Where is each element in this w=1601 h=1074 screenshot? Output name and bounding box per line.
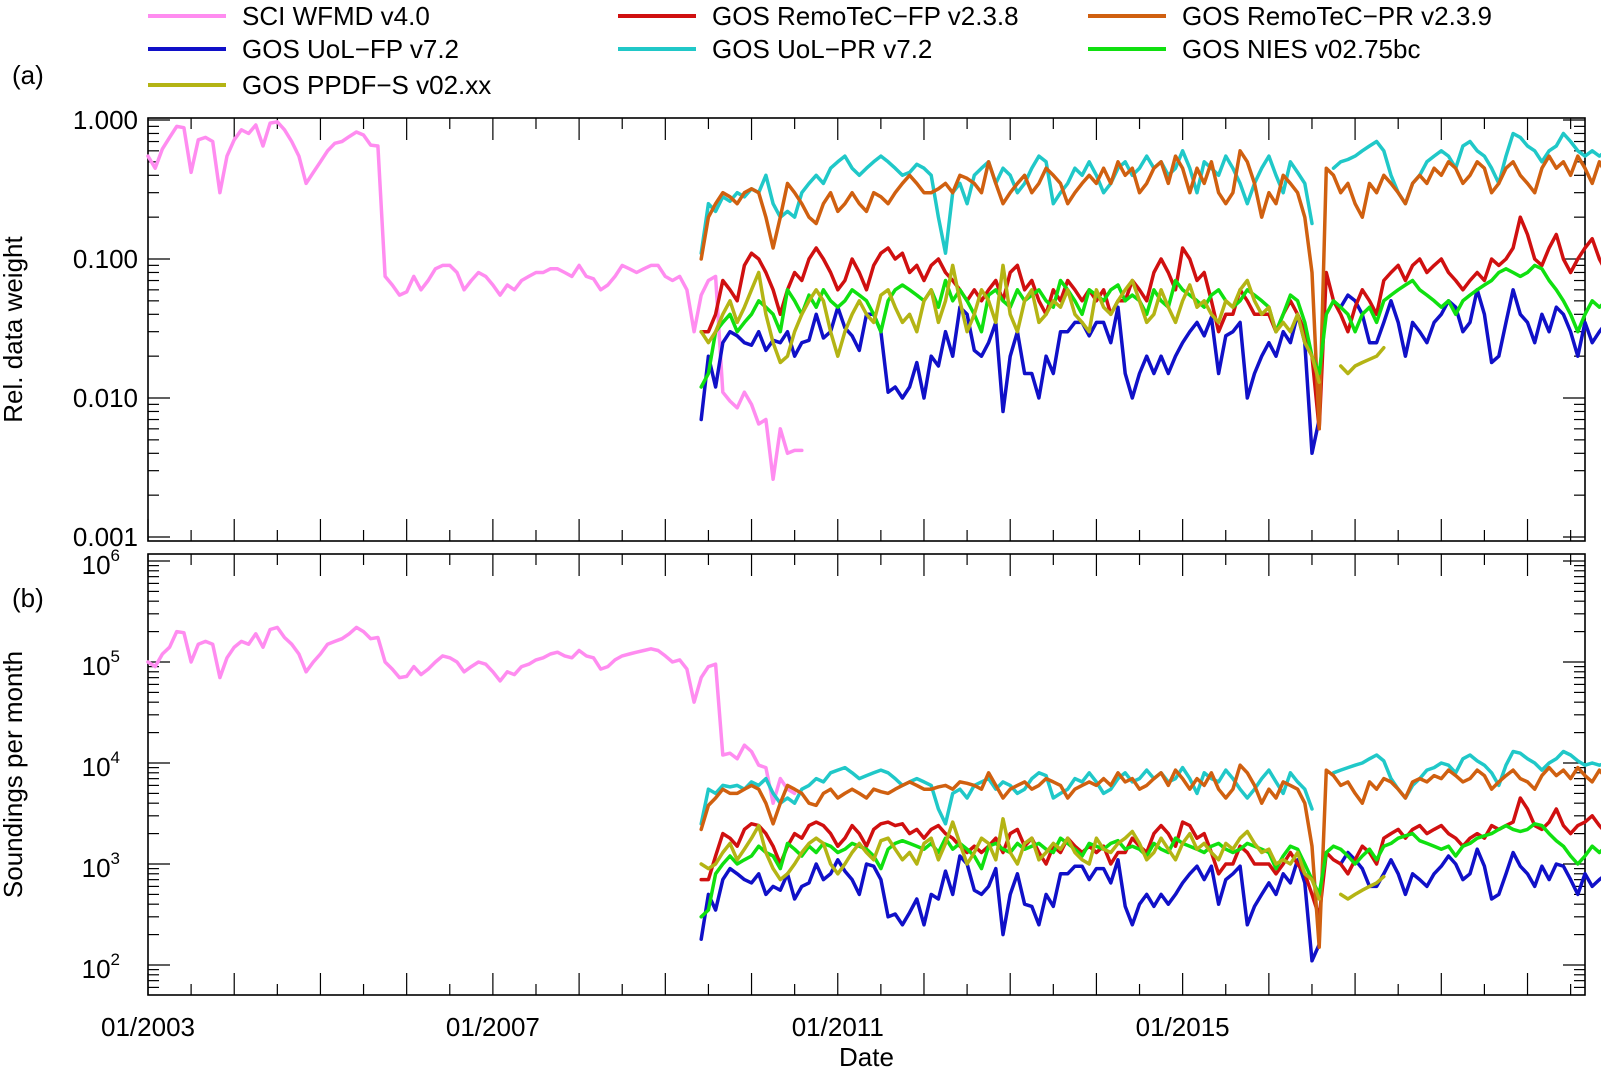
series-line bbox=[699, 847, 1601, 963]
y-tick-label-exponent: 3 bbox=[111, 849, 120, 868]
series-line bbox=[699, 131, 1601, 255]
y-tick-label: 104 bbox=[82, 748, 120, 782]
y-tick-label: 106 bbox=[82, 546, 120, 580]
series-group bbox=[146, 120, 1601, 482]
legend-item: GOS RemoTeC−FP v2.3.8 bbox=[618, 1, 1019, 31]
y-tick-label: 103 bbox=[82, 849, 120, 883]
y-tick-label: 105 bbox=[82, 647, 120, 681]
series-line bbox=[699, 288, 1601, 456]
legend-label: GOS RemoTeC−FP v2.3.8 bbox=[712, 1, 1019, 31]
legend-item: SCI WFMD v4.0 bbox=[148, 1, 430, 31]
legend-label: SCI WFMD v4.0 bbox=[242, 1, 430, 31]
legend-item: GOS PPDF−S v02.xx bbox=[148, 70, 491, 100]
y-tick-label: 102 bbox=[82, 950, 120, 984]
y-tick-label-exponent: 6 bbox=[111, 546, 120, 565]
series-line bbox=[146, 625, 797, 805]
legend: SCI WFMD v4.0 GOS RemoTeC−FP v2.3.8 GOS Re… bbox=[148, 1, 1492, 100]
legend-item: GOS NIES v02.75bc bbox=[1088, 34, 1420, 64]
y-tick-label-exponent: 4 bbox=[111, 748, 120, 767]
panel-a: 0.001 0.010 0.100 1.000 (a) Rel. data weight bbox=[0, 60, 1601, 552]
series-line bbox=[699, 215, 1601, 431]
y-axis-title: Soundings per month bbox=[0, 651, 28, 898]
panel-label: (a) bbox=[12, 60, 44, 90]
legend-label: GOS PPDF−S v02.xx bbox=[242, 70, 491, 100]
x-tick-label: 01/2011 bbox=[792, 1012, 884, 1042]
y-tick-label: 1.000 bbox=[73, 105, 138, 135]
y-tick-label-base: 10 bbox=[82, 550, 111, 580]
y-tick-label-base: 10 bbox=[82, 853, 111, 883]
series-line bbox=[699, 817, 1386, 901]
plot-frame bbox=[147, 117, 1586, 542]
legend-item: GOS UoL−PR v7.2 bbox=[618, 34, 932, 64]
series-group bbox=[146, 625, 1601, 963]
x-axis: 01/2003 01/2007 01/2011 01/2015 Date bbox=[101, 1012, 1230, 1072]
legend-label: GOS UoL−FP v7.2 bbox=[242, 34, 459, 64]
series-line bbox=[699, 796, 1601, 919]
y-tick-label-base: 10 bbox=[82, 752, 111, 782]
y-tick-label: 0.001 bbox=[73, 522, 138, 552]
legend-label: GOS NIES v02.75bc bbox=[1182, 34, 1420, 64]
series-line bbox=[699, 263, 1601, 389]
y-tick-label: 0.010 bbox=[73, 383, 138, 413]
legend-label: GOS RemoTeC−PR v2.3.9 bbox=[1182, 1, 1492, 31]
x-tick-label: 01/2007 bbox=[446, 1012, 540, 1042]
series-line bbox=[699, 263, 1386, 384]
series-line bbox=[699, 149, 1601, 431]
y-tick-label: 0.100 bbox=[73, 244, 138, 274]
y-tick-label-exponent: 2 bbox=[111, 950, 120, 969]
legend-item: GOS RemoTeC−PR v2.3.9 bbox=[1088, 1, 1492, 31]
y-tick-label-base: 10 bbox=[82, 651, 111, 681]
y-tick-label-base: 10 bbox=[82, 954, 111, 984]
x-tick-label: 01/2015 bbox=[1136, 1012, 1230, 1042]
panel-label: (b) bbox=[12, 583, 44, 613]
x-tick-label: 01/2003 bbox=[101, 1012, 195, 1042]
y-axis-title: Rel. data weight bbox=[0, 236, 28, 423]
legend-label: GOS UoL−PR v7.2 bbox=[712, 34, 932, 64]
series-line bbox=[699, 749, 1601, 826]
x-axis-title: Date bbox=[839, 1042, 894, 1072]
series-line bbox=[146, 120, 804, 482]
legend-item: GOS UoL−FP v7.2 bbox=[148, 34, 459, 64]
series-line bbox=[699, 763, 1601, 949]
y-tick-label-exponent: 5 bbox=[111, 647, 120, 666]
